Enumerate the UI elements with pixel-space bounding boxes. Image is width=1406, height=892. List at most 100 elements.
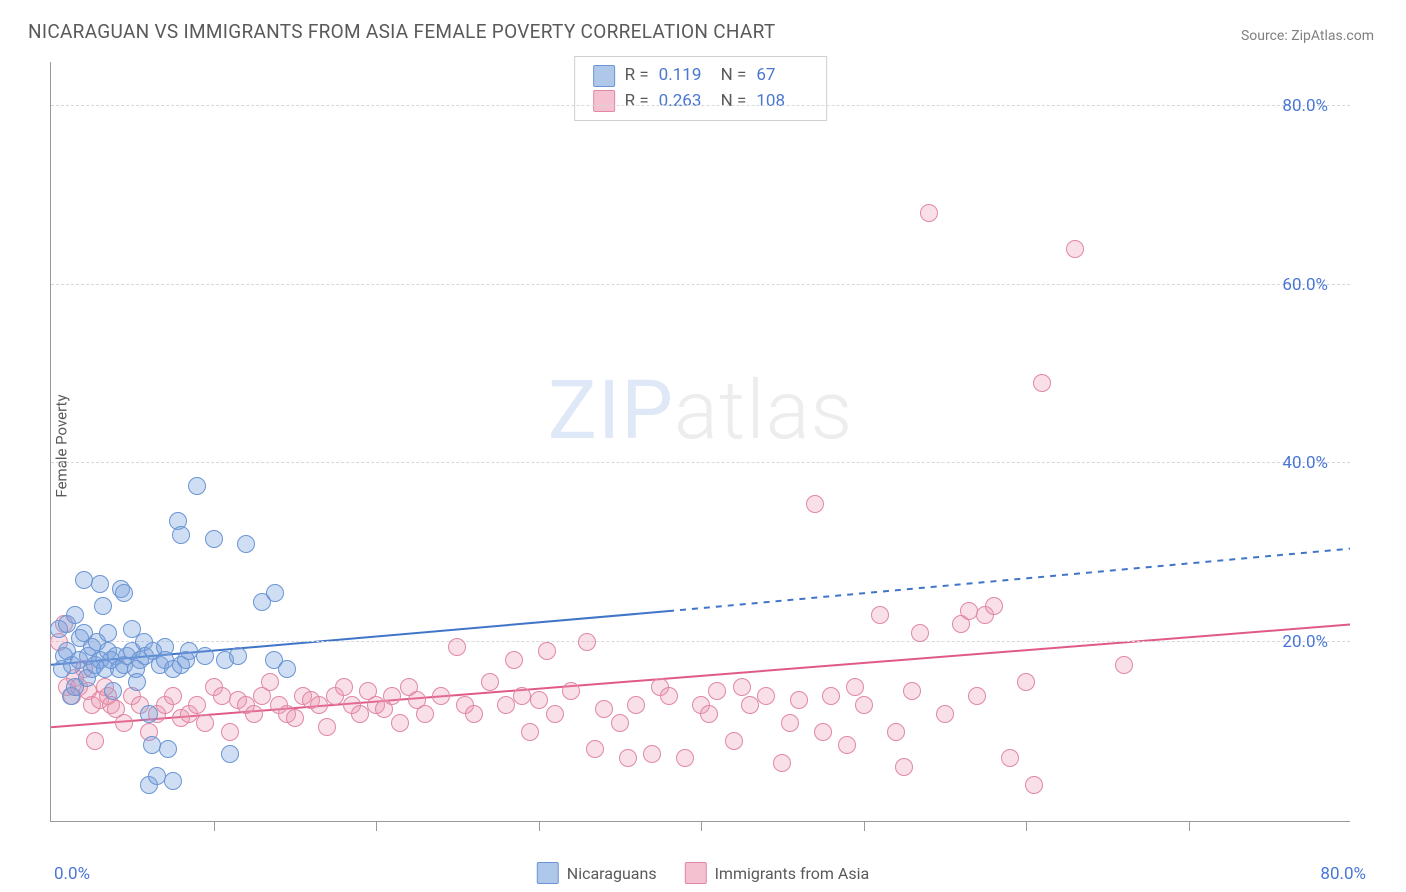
data-point-asia: [310, 696, 328, 714]
stats-row-nicaraguans: R = 0.119 N = 67: [593, 63, 809, 89]
data-point-nicaraguans: [115, 584, 133, 602]
data-point-nicaraguans: [91, 575, 109, 593]
data-point-asia: [546, 705, 564, 723]
data-point-asia: [1017, 673, 1035, 691]
data-point-asia: [286, 709, 304, 727]
data-point-asia: [871, 606, 889, 624]
x-axis-end-label: 80.0%: [1320, 864, 1366, 884]
n-label: N =: [721, 89, 747, 115]
source-link[interactable]: ZipAtlas.com: [1291, 28, 1374, 44]
data-point-nicaraguans: [159, 740, 177, 758]
source-prefix: Source:: [1241, 28, 1291, 44]
data-point-asia: [578, 633, 596, 651]
data-point-asia: [164, 687, 182, 705]
x-tick: [539, 821, 540, 831]
data-point-asia: [708, 682, 726, 700]
data-point-nicaraguans: [128, 673, 146, 691]
data-point-asia: [213, 687, 231, 705]
gridline: [51, 105, 1350, 106]
correlation-stats-box: R = 0.119 N = 67 R = 0.263 N = 108: [574, 56, 828, 121]
data-point-asia: [391, 714, 409, 732]
data-point-asia: [562, 682, 580, 700]
data-point-nicaraguans: [266, 584, 284, 602]
x-tick: [376, 821, 377, 831]
n-value-nicaraguans: 67: [756, 63, 808, 89]
data-point-asia: [773, 754, 791, 772]
data-point-asia: [497, 696, 515, 714]
data-point-asia: [1115, 656, 1133, 674]
data-point-asia: [513, 687, 531, 705]
watermark-zip: ZIP: [548, 363, 674, 459]
data-point-asia: [611, 714, 629, 732]
data-point-asia: [530, 691, 548, 709]
data-point-asia: [221, 723, 239, 741]
data-point-asia: [806, 495, 824, 513]
data-point-nicaraguans: [104, 682, 122, 700]
data-point-asia: [481, 673, 499, 691]
watermark-atlas: atlas: [674, 363, 853, 459]
data-point-asia: [619, 749, 637, 767]
legend-label-asia: Immigrants from Asia: [715, 864, 870, 883]
data-point-asia: [936, 705, 954, 723]
data-point-asia: [725, 732, 743, 750]
data-point-asia: [1001, 749, 1019, 767]
data-point-nicaraguans: [278, 660, 296, 678]
n-label: N =: [721, 63, 747, 89]
x-tick: [701, 821, 702, 831]
x-tick: [864, 821, 865, 831]
legend-swatch-nicaraguans: [537, 862, 559, 884]
data-point-asia: [895, 758, 913, 776]
swatch-nicaraguans: [593, 65, 615, 87]
r-label: R =: [625, 63, 649, 89]
data-point-asia: [903, 682, 921, 700]
r-label: R =: [625, 89, 649, 115]
legend-label-nicaraguans: Nicaraguans: [567, 864, 657, 883]
data-point-asia: [790, 691, 808, 709]
watermark: ZIPatlas: [548, 363, 853, 459]
data-point-nicaraguans: [143, 736, 161, 754]
data-point-asia: [1033, 374, 1051, 392]
data-point-asia: [700, 705, 718, 723]
legend-swatch-asia: [685, 862, 707, 884]
data-point-nicaraguans: [221, 745, 239, 763]
data-point-asia: [1066, 240, 1084, 258]
stats-row-asia: R = 0.263 N = 108: [593, 89, 809, 115]
data-point-asia: [627, 696, 645, 714]
data-point-asia: [838, 736, 856, 754]
y-tick-label: 60.0%: [1282, 275, 1328, 295]
gridline: [51, 462, 1350, 463]
data-point-asia: [855, 696, 873, 714]
data-point-asia: [822, 687, 840, 705]
x-tick: [214, 821, 215, 831]
data-point-asia: [318, 718, 336, 736]
data-point-asia: [733, 678, 751, 696]
data-point-asia: [188, 696, 206, 714]
data-point-asia: [196, 714, 214, 732]
data-point-asia: [586, 740, 604, 758]
x-tick: [1189, 821, 1190, 831]
swatch-asia: [593, 90, 615, 112]
data-point-asia: [505, 651, 523, 669]
n-value-asia: 108: [756, 89, 808, 115]
data-point-nicaraguans: [140, 705, 158, 723]
data-point-asia: [538, 642, 556, 660]
data-point-asia: [521, 723, 539, 741]
y-tick-label: 20.0%: [1282, 632, 1328, 652]
y-tick-label: 80.0%: [1282, 96, 1328, 116]
data-point-asia: [351, 705, 369, 723]
data-point-nicaraguans: [66, 606, 84, 624]
data-point-nicaraguans: [196, 647, 214, 665]
data-point-asia: [416, 705, 434, 723]
data-point-nicaraguans: [164, 772, 182, 790]
data-point-asia: [741, 696, 759, 714]
data-point-nicaraguans: [148, 767, 166, 785]
y-tick-label: 40.0%: [1282, 453, 1328, 473]
r-value-nicaraguans: 0.119: [659, 63, 711, 89]
data-point-asia: [261, 673, 279, 691]
data-point-asia: [676, 749, 694, 767]
gridline: [51, 284, 1350, 285]
data-point-nicaraguans: [75, 571, 93, 589]
data-point-asia: [911, 624, 929, 642]
data-point-asia: [960, 602, 978, 620]
data-point-asia: [86, 732, 104, 750]
